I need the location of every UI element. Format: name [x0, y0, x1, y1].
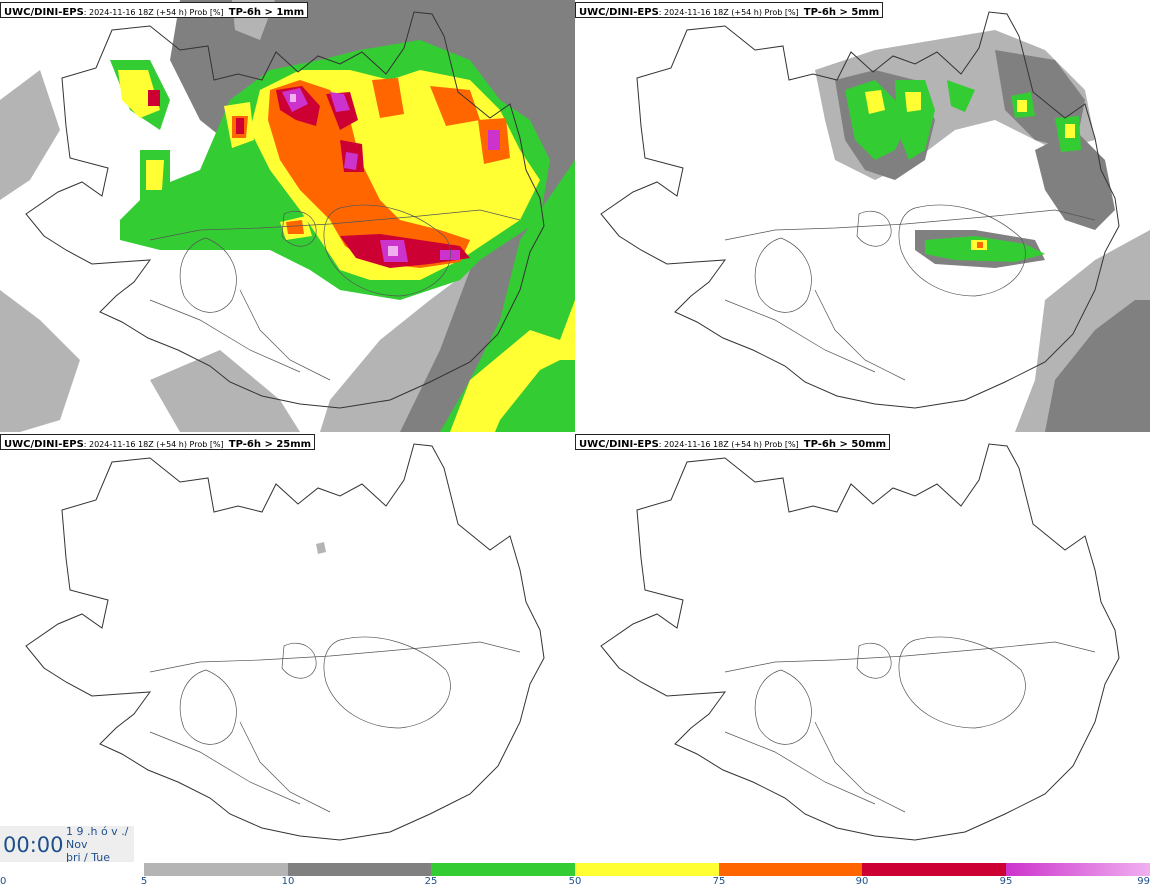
- legend-swatch-75-90: [719, 863, 862, 876]
- field-name: TP-6h > 50mm: [803, 439, 887, 450]
- model-name: UWC/DINI-EPS: [579, 7, 659, 18]
- model-name: UWC/DINI-EPS: [4, 7, 84, 18]
- legend-tick: 25: [424, 876, 438, 887]
- map-panel-1mm: UWC/DINI-EPS: 2024-11-16 18Z (+54 h) Pro…: [0, 0, 575, 432]
- color-legend: [144, 863, 1150, 876]
- panel-title: UWC/DINI-EPS: 2024-11-16 18Z (+54 h) Pro…: [0, 2, 309, 18]
- map-panel-25mm: UWC/DINI-EPS: 2024-11-16 18Z (+54 h) Pro…: [0, 432, 575, 864]
- probability-map-50mm: [600, 443, 1120, 841]
- legend-swatch-25-50: [431, 863, 575, 876]
- legend-tick: 90: [855, 876, 869, 887]
- legend-ticks: 0 5 10 25 50 75 90 95 99: [0, 876, 1150, 891]
- legend-tick: 10: [281, 876, 295, 887]
- panel-title: UWC/DINI-EPS: 2024-11-16 18Z (+54 h) Pro…: [575, 434, 891, 450]
- legend-tick: 75: [712, 876, 726, 887]
- probability-map-25mm: [25, 443, 545, 841]
- model-name: UWC/DINI-EPS: [579, 439, 659, 450]
- legend-swatch-50-75: [575, 863, 719, 876]
- model-name: UWC/DINI-EPS: [4, 439, 84, 450]
- valid-month: Nov: [66, 838, 88, 851]
- probability-map-1mm: [0, 0, 575, 432]
- valid-time-clock: 00:00: [3, 833, 64, 857]
- valid-time-box: 00:00 1 9 .h ó v ./ Nov þri / Tue: [0, 826, 134, 862]
- legend-swatch-95-99: [1006, 863, 1150, 876]
- field-name: TP-6h > 1mm: [228, 7, 305, 18]
- run-info: : 2024-11-16 18Z (+54 h) Prob [%]: [658, 8, 799, 17]
- run-info: : 2024-11-16 18Z (+54 h) Prob [%]: [83, 440, 224, 449]
- legend-swatch-90-95: [862, 863, 1006, 876]
- legend-swatch-5-10: [144, 863, 288, 876]
- legend-swatch-10-25: [288, 863, 431, 876]
- map-panel-50mm: UWC/DINI-EPS: 2024-11-16 18Z (+54 h) Pro…: [575, 432, 1150, 864]
- probability-map-5mm: [600, 11, 1150, 432]
- field-name: TP-6h > 25mm: [228, 439, 312, 450]
- panel-title: UWC/DINI-EPS: 2024-11-16 18Z (+54 h) Pro…: [0, 434, 316, 450]
- map-panel-5mm: UWC/DINI-EPS: 2024-11-16 18Z (+54 h) Pro…: [575, 0, 1150, 432]
- legend-tick: 0: [0, 876, 7, 887]
- run-info: : 2024-11-16 18Z (+54 h) Prob [%]: [658, 440, 799, 449]
- valid-date-line: 1 9 .h ó v ./: [66, 825, 129, 838]
- run-info: : 2024-11-16 18Z (+54 h) Prob [%]: [83, 8, 224, 17]
- panel-title: UWC/DINI-EPS: 2024-11-16 18Z (+54 h) Pro…: [575, 2, 884, 18]
- legend-tick: 5: [140, 876, 148, 887]
- field-name: TP-6h > 5mm: [803, 7, 880, 18]
- legend-tick: 95: [999, 876, 1013, 887]
- legend-tick: 99: [1137, 876, 1150, 887]
- valid-weekday: þri / Tue: [66, 852, 111, 862]
- legend-tick: 50: [568, 876, 582, 887]
